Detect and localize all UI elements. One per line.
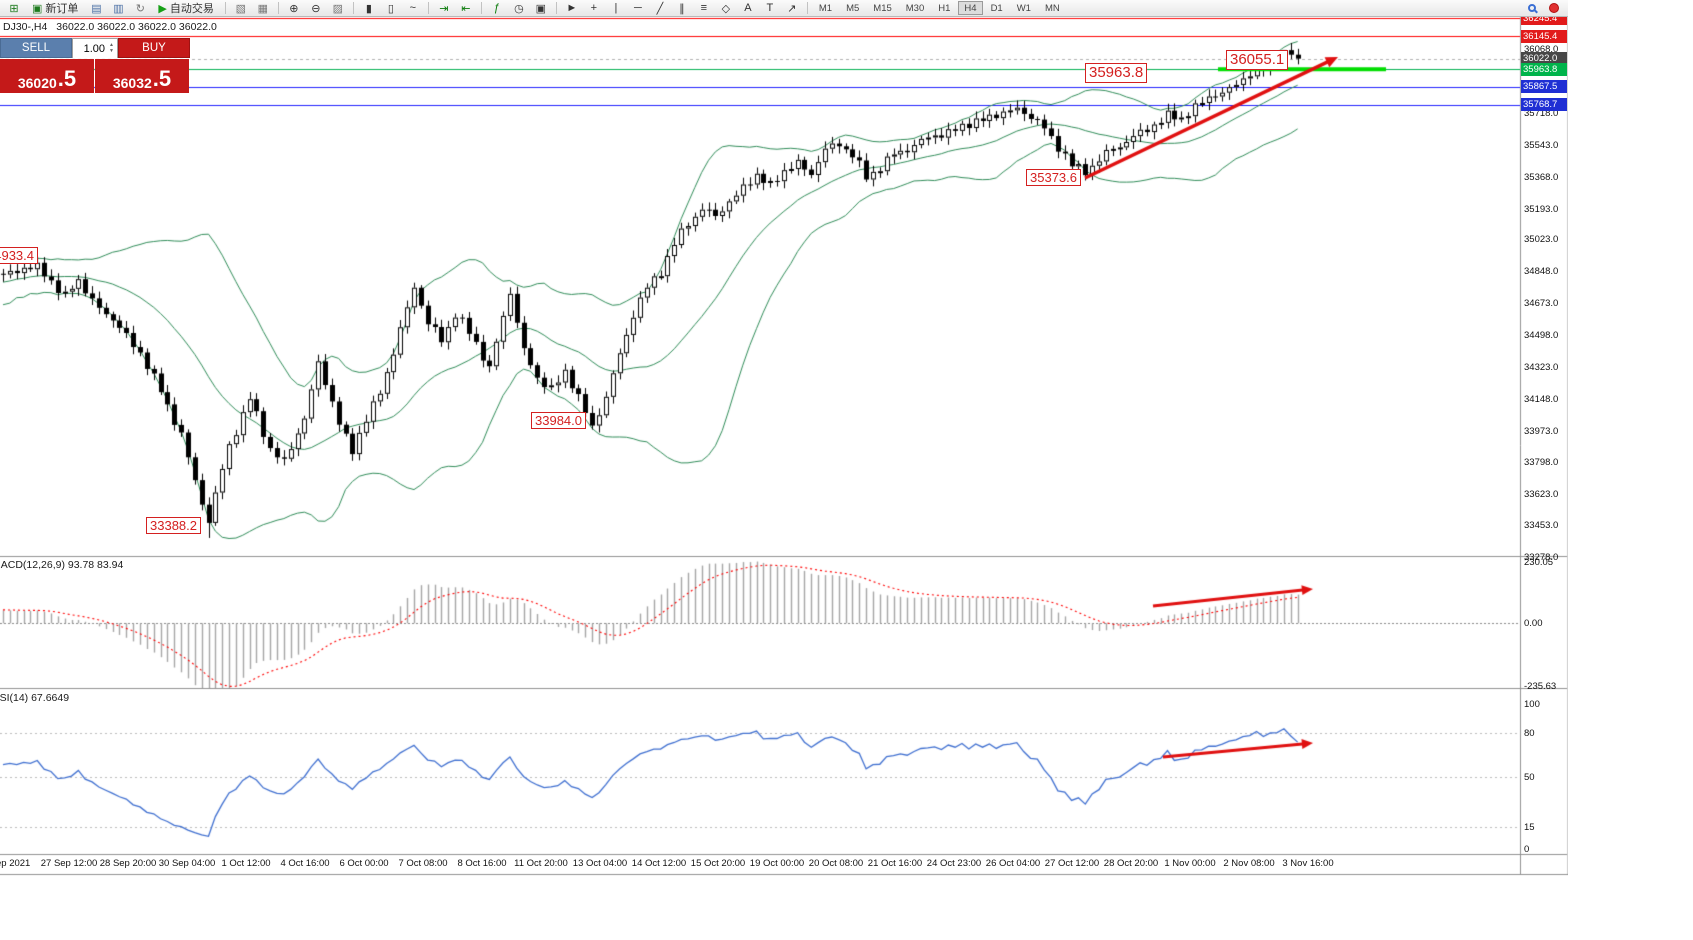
chart-window-icon[interactable]: ▤ [91,2,102,15]
buy-price-main: 36032 [112,75,152,91]
buy-price-display[interactable]: 36032 .5 [95,59,189,93]
fibonacci-icon[interactable]: ≡ [700,2,708,14]
toolbar-separator [352,2,354,14]
line-chart-type-icon[interactable]: ~ [409,2,417,14]
cascade-windows-icon[interactable]: ▧ [235,2,247,15]
auto-trading-button[interactable]: ▶ 自动交易 [158,2,214,16]
strategy-tester-icon[interactable]: ▨ [332,2,344,15]
crosshair-icon[interactable]: + [590,2,598,14]
mt4-window: ⊞ ▣ 新订单 ▤ ▥ ↻ ▶ 自动交易 ▧ ▦ ⊕ ⊖ ▨ ▮ ▯ ~ ⇥ ⇤ ƒ ◷ ▣ ► + | ─ ╱ ∥ ≡ ◇ A T ↗ M1 M… [0,0,1568,876]
profiles-icon[interactable]: ▥ [113,2,124,15]
buy-price-pip: .5 [152,66,172,91]
tile-windows-icon[interactable]: ▦ [257,2,269,15]
cursor-icon[interactable]: ► [566,2,578,14]
timeframe-m30[interactable]: M30 [905,3,925,14]
timeframe-mn[interactable]: MN [1044,3,1060,14]
one-click-trading-panel: SELL ▲ ▼ BUY 36020 .5 36032 .5 [0,38,190,93]
sell-price-pip: .5 [57,66,77,91]
new-order-button[interactable]: ▣ 新订单 [32,2,79,16]
chart-canvas[interactable] [0,0,1568,876]
zoom-in-icon[interactable]: ⊕ [289,2,299,15]
macd-indicator-label: MACD(12,26,9) 93.78 83.94 [0,559,124,571]
periods-icon[interactable]: ◷ [514,2,524,15]
new-chart-icon[interactable]: ⊞ [9,2,19,15]
chart-ohlc: 36022.0 36022.0 36022.0 36022.0 [56,21,217,33]
chart-title: DJ30-,H4 36022.0 36022.0 36022.0 36022.0 [3,21,217,33]
text-label-icon[interactable]: T [766,2,774,14]
templates-icon[interactable]: ▣ [535,2,547,15]
arrows-icon[interactable]: ↗ [787,2,797,15]
toolbar-separator [277,2,279,14]
timeframe-w1[interactable]: W1 [1016,3,1031,14]
search-icon[interactable] [1524,1,1540,16]
text-icon[interactable]: A [744,2,752,14]
toolbar: ⊞ ▣ 新订单 ▤ ▥ ↻ ▶ 自动交易 ▧ ▦ ⊕ ⊖ ▨ ▮ ▯ ~ ⇥ ⇤ ƒ ◷ ▣ ► + | ─ ╱ ∥ ≡ ◇ A T ↗ M1 M… [0,0,1568,17]
lot-spinner: ▲ ▼ [107,39,116,57]
indicators-icon[interactable]: ƒ [493,2,500,14]
timeframe-m15[interactable]: M15 [873,3,892,14]
auto-scroll-icon[interactable]: ⇥ [439,2,449,15]
toolbar-separator [224,2,226,14]
timeframe-h1[interactable]: H1 [938,3,951,14]
lot-decrease-button[interactable]: ▼ [109,48,114,54]
timeframe-m1[interactable]: M1 [818,3,833,14]
toolbar-separator [555,2,557,14]
timeframe-h4[interactable]: H4 [958,1,983,15]
horizontal-line-icon[interactable]: ─ [633,2,642,14]
toolbar-separator [480,2,482,14]
sell-price-display[interactable]: 36020 .5 [0,59,94,93]
rsi-indicator-label: RSI(14) 67.6649 [0,692,70,704]
chart-symbol-period: DJ30-,H4 [3,21,48,33]
bar-chart-type-icon[interactable]: ▮ [365,2,372,15]
vertical-line-icon[interactable]: | [614,2,618,14]
chart-shift-icon[interactable]: ⇤ [461,2,471,15]
toolbar-separator [427,2,429,14]
toolbar-separator [806,2,808,14]
lot-input[interactable] [73,40,117,58]
sell-price-main: 36020 [17,75,57,91]
zoom-out-icon[interactable]: ⊖ [311,2,321,15]
channel-icon[interactable]: ∥ [679,2,685,15]
buy-button[interactable]: BUY [118,38,190,58]
timeframe-m5[interactable]: M5 [846,3,860,14]
lot-increase-button[interactable]: ▲ [109,42,114,48]
timeframe-d1[interactable]: D1 [990,3,1003,14]
sell-button[interactable]: SELL [0,38,72,58]
candlestick-type-icon[interactable]: ▯ [387,2,394,15]
shapes-icon[interactable]: ◇ [721,2,731,15]
lot-size-field: ▲ ▼ [72,38,118,58]
alert-icon[interactable] [1546,1,1562,16]
refresh-icon[interactable]: ↻ [135,2,146,15]
trendline-icon[interactable]: ╱ [656,2,664,15]
